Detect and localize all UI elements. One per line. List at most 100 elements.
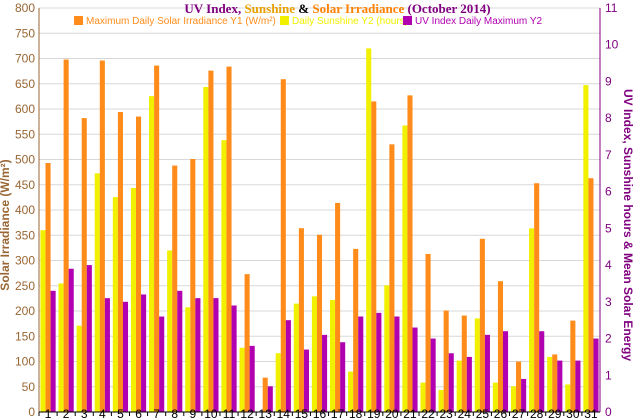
bar-sunshine-day-12 xyxy=(239,347,245,412)
bar-sunshine-day-20 xyxy=(384,285,390,412)
bar-irradiance-day-4 xyxy=(99,60,105,413)
bar-irradiance-day-17 xyxy=(335,202,341,412)
x-tick-label: 30 xyxy=(566,407,580,420)
y-left-tick-label: 350 xyxy=(15,228,35,242)
bar-sunshine-day-4 xyxy=(94,173,100,412)
bar-uv-day-17 xyxy=(340,342,346,412)
bar-irradiance-day-5 xyxy=(117,112,123,412)
y-right-tick-label: 7 xyxy=(605,148,612,162)
y-left-tick-label: 0 xyxy=(28,405,35,419)
bar-uv-day-8 xyxy=(177,290,183,412)
bar-sunshine-day-7 xyxy=(149,96,155,413)
bar-sunshine-day-1 xyxy=(40,230,46,412)
x-tick-label: 24 xyxy=(458,407,472,420)
y-right-tick-label: 8 xyxy=(605,111,612,125)
bar-irradiance-day-3 xyxy=(81,118,87,412)
chart-title-part: UV Index, xyxy=(184,1,244,16)
x-tick-label: 20 xyxy=(385,407,399,420)
bar-sunshine-day-22 xyxy=(420,382,426,412)
bar-irradiance-day-29 xyxy=(552,354,558,412)
bar-uv-day-16 xyxy=(322,334,328,412)
chart-title: UV Index, Sunshine & Solar Irradiance (O… xyxy=(184,1,490,16)
bar-uv-day-9 xyxy=(195,298,201,412)
x-tick-label: 2 xyxy=(63,407,70,420)
bar-irradiance-day-28 xyxy=(534,183,540,412)
bar-uv-day-28 xyxy=(539,331,545,412)
y-left-tick-label: 500 xyxy=(15,153,35,167)
x-tick-label: 11 xyxy=(223,407,236,420)
x-tick-label: 7 xyxy=(153,407,160,420)
y-left-tick-label: 550 xyxy=(15,127,35,141)
bar-sunshine-day-30 xyxy=(565,384,571,412)
bar-irradiance-day-10 xyxy=(208,70,214,413)
bar-sunshine-day-8 xyxy=(167,250,173,412)
chart-title-part: & xyxy=(295,1,312,16)
x-tick-label: 16 xyxy=(313,407,327,420)
bar-sunshine-day-3 xyxy=(76,325,82,412)
x-tick-label: 31 xyxy=(584,407,598,420)
bar-uv-day-6 xyxy=(141,294,147,412)
y-left-tick-label: 400 xyxy=(15,203,35,217)
x-tick-label: 21 xyxy=(403,407,417,420)
bar-irradiance-day-21 xyxy=(407,95,413,413)
y-right-tick-label: 0 xyxy=(605,405,612,419)
y-right-tick-label: 10 xyxy=(605,38,619,52)
bar-irradiance-day-12 xyxy=(244,274,250,412)
bar-uv-day-7 xyxy=(159,316,165,412)
bar-irradiance-day-9 xyxy=(190,158,196,412)
x-tick-label: 19 xyxy=(367,407,381,420)
bar-uv-day-23 xyxy=(448,353,454,412)
y-right-tick-label: 4 xyxy=(605,258,612,272)
y-left-tick-label: 250 xyxy=(15,279,35,293)
x-tick-label: 26 xyxy=(494,407,508,420)
y-left-tick-label: 300 xyxy=(15,254,35,268)
y-right-tick-label: 1 xyxy=(605,368,612,382)
bar-irradiance-day-23 xyxy=(443,310,449,412)
bar-uv-day-24 xyxy=(466,356,472,412)
bar-uv-day-11 xyxy=(231,305,237,412)
x-tick-label: 28 xyxy=(530,407,544,420)
y-left-tick-label: 450 xyxy=(15,178,35,192)
x-tick-label: 4 xyxy=(99,407,106,420)
y-right-tick-label: 11 xyxy=(605,1,618,15)
y-left-tick-label: 650 xyxy=(15,77,35,91)
bar-uv-day-25 xyxy=(484,334,490,412)
legend-label-uv: UV Index Daily Maximum Y2 xyxy=(415,16,543,27)
bar-sunshine-day-18 xyxy=(348,371,354,412)
y-left-tick-label: 50 xyxy=(22,380,36,394)
bar-sunshine-day-25 xyxy=(474,318,480,412)
bar-irradiance-day-31 xyxy=(588,178,594,412)
bar-sunshine-day-28 xyxy=(529,228,535,412)
legend-swatch-uv xyxy=(403,16,412,25)
bar-uv-day-29 xyxy=(557,360,563,412)
bar-irradiance-day-7 xyxy=(154,65,160,412)
x-tick-label: 6 xyxy=(135,407,142,420)
bar-irradiance-day-20 xyxy=(389,144,395,412)
bar-sunshine-day-21 xyxy=(402,125,408,412)
bar-irradiance-day-1 xyxy=(45,163,51,412)
bar-uv-day-22 xyxy=(430,338,436,412)
bar-uv-day-21 xyxy=(412,327,418,412)
bar-uv-day-2 xyxy=(68,268,74,412)
bar-uv-day-10 xyxy=(213,298,219,412)
legend-label-irradiance: Maximum Daily Solar Irradiance Y1 (W/m²) xyxy=(86,16,276,27)
bar-irradiance-day-24 xyxy=(461,315,467,412)
y-left-tick-label: 200 xyxy=(15,304,35,318)
x-tick-label: 1 xyxy=(45,407,52,420)
y-left-tick-label: 600 xyxy=(15,102,35,116)
bar-sunshine-day-31 xyxy=(583,85,589,413)
x-tick-label: 10 xyxy=(204,407,218,420)
bar-sunshine-day-24 xyxy=(456,360,462,412)
bar-sunshine-day-26 xyxy=(492,382,498,412)
bar-uv-day-30 xyxy=(575,360,581,412)
bar-sunshine-day-5 xyxy=(112,197,118,412)
x-tick-label: 8 xyxy=(171,407,178,420)
x-tick-label: 25 xyxy=(476,407,490,420)
bar-irradiance-day-13 xyxy=(262,377,268,412)
x-tick-label: 14 xyxy=(277,407,291,420)
x-tick-label: 13 xyxy=(259,407,273,420)
bar-sunshine-day-16 xyxy=(311,296,317,412)
bar-sunshine-day-6 xyxy=(130,187,136,412)
